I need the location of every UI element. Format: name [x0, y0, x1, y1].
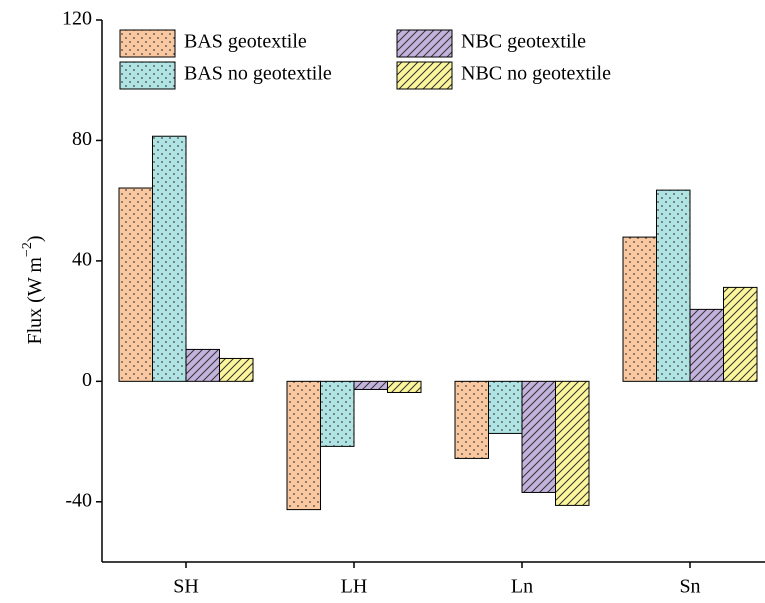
bar — [689, 308, 724, 382]
bar — [219, 357, 254, 382]
x-tick-label: Sn — [679, 576, 700, 598]
legend-label: BAS no geotextile — [184, 63, 332, 85]
legend-label: NBC geotextile — [461, 31, 586, 53]
bar — [622, 236, 657, 382]
x-tick-label: LH — [341, 576, 368, 598]
y-axis-label-text: Flux (W m — [24, 257, 46, 345]
y-axis-label-sup: −2 — [20, 242, 35, 257]
legend-label: BAS geotextile — [184, 31, 307, 53]
legend-label: NBC no geotextile — [461, 63, 611, 85]
y-tick-label: 120 — [62, 8, 92, 30]
bar — [488, 380, 523, 434]
legend-swatch — [396, 29, 453, 58]
x-tick-label: Ln — [511, 576, 533, 598]
y-tick-label: -40 — [65, 489, 92, 511]
y-axis-label-close: ) — [24, 236, 46, 243]
bar — [521, 380, 556, 493]
bar — [723, 286, 758, 382]
bar — [118, 187, 153, 382]
legend-swatch — [119, 29, 176, 58]
bar — [454, 380, 489, 459]
bar — [185, 348, 220, 382]
y-tick-label: 0 — [82, 369, 92, 391]
bar — [656, 189, 691, 382]
x-tick-label: SH — [173, 576, 199, 598]
bar — [555, 380, 590, 506]
y-axis-label: Flux (W m−2) — [20, 236, 45, 345]
bar — [286, 380, 321, 511]
bar — [320, 380, 355, 447]
legend-swatch — [119, 61, 176, 90]
legend-swatch — [396, 61, 453, 90]
bar — [152, 135, 187, 382]
y-tick-label: 80 — [72, 128, 92, 150]
y-tick-label: 40 — [72, 248, 92, 270]
bar — [353, 380, 388, 390]
bar — [387, 380, 422, 393]
